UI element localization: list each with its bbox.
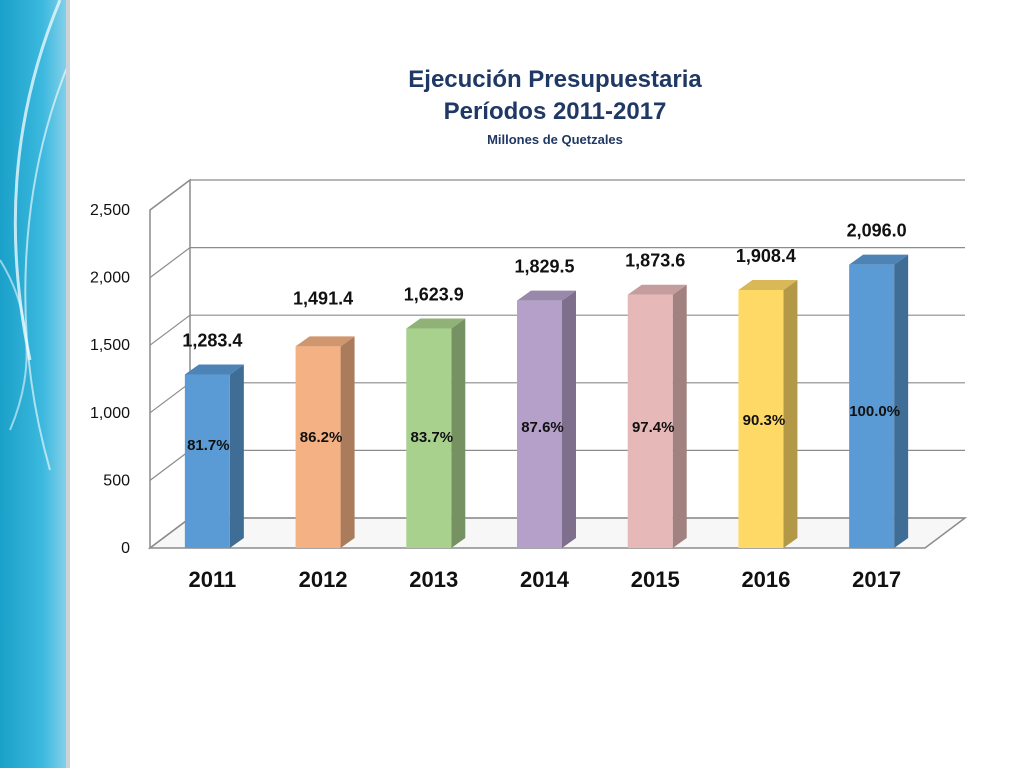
percent-label: 97.4% bbox=[632, 419, 675, 436]
bar-side bbox=[229, 364, 244, 548]
percent-label: 83.7% bbox=[411, 429, 454, 446]
value-label: 1,829.5 bbox=[514, 257, 574, 277]
y-tick-label: 2,500 bbox=[90, 202, 130, 219]
bar-top bbox=[849, 254, 909, 265]
bar-2012 bbox=[295, 346, 341, 548]
value-label: 1,623.9 bbox=[404, 284, 464, 304]
bar-top bbox=[738, 279, 798, 290]
y-tick-label: 500 bbox=[103, 472, 130, 489]
bar-2016 bbox=[738, 289, 784, 548]
category-label: 2012 bbox=[299, 567, 348, 592]
percent-label: 81.7% bbox=[187, 437, 230, 454]
y-tick-label: 1,500 bbox=[90, 337, 130, 354]
category-label: 2014 bbox=[520, 567, 570, 592]
title-block: Ejecución Presupuestaria Períodos 2011-2… bbox=[300, 64, 810, 150]
gridline-diag bbox=[149, 382, 191, 414]
value-label: 2,096.0 bbox=[847, 221, 907, 241]
bar-top bbox=[406, 318, 466, 329]
y-tick-label: 2,000 bbox=[90, 270, 130, 287]
decorative-side-band bbox=[0, 0, 70, 768]
y-tick-label: 1,000 bbox=[90, 405, 130, 422]
bar-side bbox=[562, 290, 576, 548]
category-label: 2015 bbox=[631, 567, 680, 592]
value-label: 1,873.6 bbox=[625, 251, 685, 271]
bar-side bbox=[672, 284, 687, 548]
labels: 1,283.4 81.7% 2011 1,491.4 86.2% 2012 1,623.9 8… bbox=[182, 221, 906, 592]
bar-2011 bbox=[184, 374, 230, 548]
category-label: 2016 bbox=[741, 567, 790, 592]
y-axis-ticks: 0 500 1,000 1,500 2,000 2,500 bbox=[90, 202, 130, 557]
bar-2014 bbox=[517, 300, 562, 548]
bar-side bbox=[894, 254, 909, 549]
bar-side bbox=[783, 279, 798, 548]
bar-side bbox=[451, 318, 466, 548]
gridline-diag bbox=[149, 314, 191, 346]
bar-2013 bbox=[406, 328, 452, 548]
bar-top bbox=[184, 364, 244, 375]
gridline-diag bbox=[149, 247, 191, 279]
category-label: 2011 bbox=[188, 567, 236, 592]
gridline-diag bbox=[149, 179, 191, 211]
value-label: 1,491.4 bbox=[293, 288, 353, 308]
units-subtitle: Millones de Quetzales bbox=[487, 132, 623, 147]
bar-top bbox=[295, 336, 355, 347]
value-label: 1,908.4 bbox=[736, 246, 796, 266]
bar-top bbox=[517, 290, 576, 301]
category-label: 2013 bbox=[409, 567, 458, 592]
percent-label: 90.3% bbox=[743, 412, 786, 429]
bar-top bbox=[627, 284, 687, 295]
gridline-diag bbox=[149, 449, 191, 481]
category-label: 2017 bbox=[852, 567, 901, 592]
bar-chart: 0 500 1,000 1,500 2,000 2,500 1,283.4 81.7% 201… bbox=[90, 178, 968, 592]
bar-side bbox=[340, 336, 355, 548]
page-subtitle-period: Períodos 2011-2017 bbox=[443, 98, 667, 125]
value-label: 1,283.4 bbox=[182, 330, 242, 350]
page-title: Ejecución Presupuestaria bbox=[408, 66, 702, 93]
side-wall bbox=[149, 178, 191, 550]
gridline-diag bbox=[149, 517, 191, 549]
percent-label: 86.2% bbox=[300, 429, 343, 446]
bar-2017 bbox=[849, 264, 895, 548]
y-tick-label: 0 bbox=[121, 540, 130, 557]
percent-label: 87.6% bbox=[521, 419, 564, 436]
bar-2015 bbox=[627, 294, 673, 548]
percent-label: 100.0% bbox=[849, 403, 900, 420]
bars bbox=[184, 254, 909, 549]
